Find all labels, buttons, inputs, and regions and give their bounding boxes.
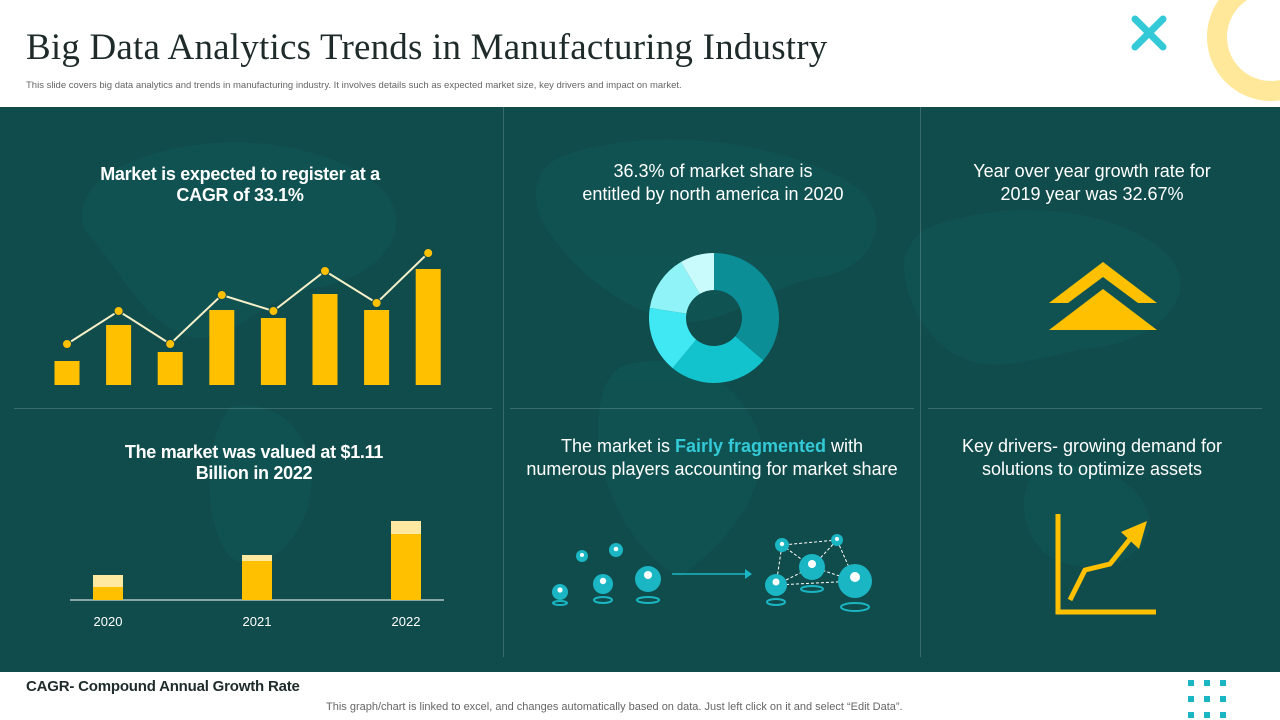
footer-note: This graph/chart is linked to excel, and… — [326, 701, 903, 713]
donut-slice — [680, 253, 714, 294]
valuation-bar — [391, 521, 421, 534]
fragmented-suffix: with — [826, 436, 864, 456]
cagr-bar — [54, 361, 80, 385]
valuation-bar — [93, 575, 123, 587]
people-network-icon — [552, 534, 872, 612]
card-cagr-text: Market is expected to register at a CAGR… — [20, 164, 460, 206]
valuation-year-label: 2021 — [243, 614, 272, 629]
cagr-line1: Market is expected to register at a — [100, 164, 380, 184]
cagr-trend-point — [371, 298, 382, 308]
valuation-bar — [242, 561, 272, 600]
cagr-bar — [364, 310, 390, 385]
cagr-bar — [157, 352, 183, 385]
cagr-trend-point — [320, 266, 330, 276]
divider-horizontal-right — [928, 408, 1262, 409]
cagr-bar — [209, 310, 235, 385]
cagr-trend-line — [66, 252, 429, 346]
cagr-trend-point — [423, 248, 434, 258]
cagr-trend-point — [113, 306, 124, 316]
divider-horizontal-mid — [510, 408, 914, 409]
divider-horizontal-left — [14, 408, 492, 409]
valued-line1: The market was valued at $1.11 — [124, 442, 384, 462]
card-drivers-text: Key drivers- growing demand for solution… — [932, 435, 1252, 481]
card-valued-text: The market was valued at $1.11 Billion i… — [34, 442, 474, 484]
card-growth-text: Year over year growth rate for 2019 year… — [932, 160, 1252, 206]
growth-line2: 2019 year was 32.67% — [1000, 184, 1184, 204]
cagr-trend-point — [62, 339, 72, 349]
cagr-bar — [415, 269, 441, 385]
divider-vertical-1 — [503, 107, 504, 657]
share-line1: 36.3% of market share is — [613, 161, 813, 181]
card-share-text: 36.3% of market share is entitled by nor… — [513, 160, 913, 206]
drivers-line2: solutions to optimize assets — [981, 459, 1203, 479]
fragmented-highlight: Fairly fragmented — [674, 436, 827, 456]
share-line2: entitled by north america in 2020 — [582, 184, 844, 204]
valuation-year-label: 2022 — [392, 614, 421, 629]
cagr-bar — [312, 294, 338, 385]
fragmented-line1: The market is Fairly fragmented with — [509, 435, 915, 458]
close-x-decoration — [1131, 15, 1167, 51]
infographic-panel: Market is expected to register at a CAGR… — [0, 107, 1280, 672]
valuation-bar — [391, 534, 421, 600]
valuation-bar — [93, 587, 123, 600]
cagr-line2: CAGR of 33.1% — [176, 185, 304, 205]
dots-decoration — [1188, 680, 1226, 718]
donut-slice — [649, 262, 700, 314]
donut-slice — [714, 253, 779, 361]
fragmented-prefix: The market is — [560, 436, 675, 456]
valuation-bar — [242, 555, 272, 561]
fragmented-line2: numerous players accounting for market s… — [526, 459, 898, 479]
cagr-trend-point — [165, 339, 176, 349]
divider-vertical-2 — [920, 107, 921, 657]
card-fragmented-text: The market is Fairly fragmented with num… — [509, 435, 915, 481]
growth-arrow-chart-icon — [1055, 514, 1156, 615]
charts-layer: 2020 2021 2022 — [54, 248, 779, 629]
drivers-line1: Key drivers- growing demand for — [961, 436, 1223, 456]
valued-line2: Billion in 2022 — [195, 463, 313, 483]
cagr-bar — [260, 318, 286, 385]
donut-slice — [672, 336, 764, 383]
valuation-year-label: 2020 — [94, 614, 123, 629]
cagr-trend-point — [216, 290, 227, 300]
donut-slice — [649, 307, 697, 369]
cagr-bar — [106, 325, 132, 385]
page-subtitle: This slide covers big data analytics and… — [26, 80, 682, 91]
growth-line1: Year over year growth rate for — [973, 161, 1211, 181]
double-chevron-up-icon — [1049, 262, 1157, 330]
ring-decoration — [1207, 0, 1280, 101]
cagr-trend-point — [268, 306, 279, 316]
page-title: Big Data Analytics Trends in Manufacturi… — [26, 27, 828, 68]
footer-title: CAGR- Compound Annual Growth Rate — [26, 678, 300, 695]
